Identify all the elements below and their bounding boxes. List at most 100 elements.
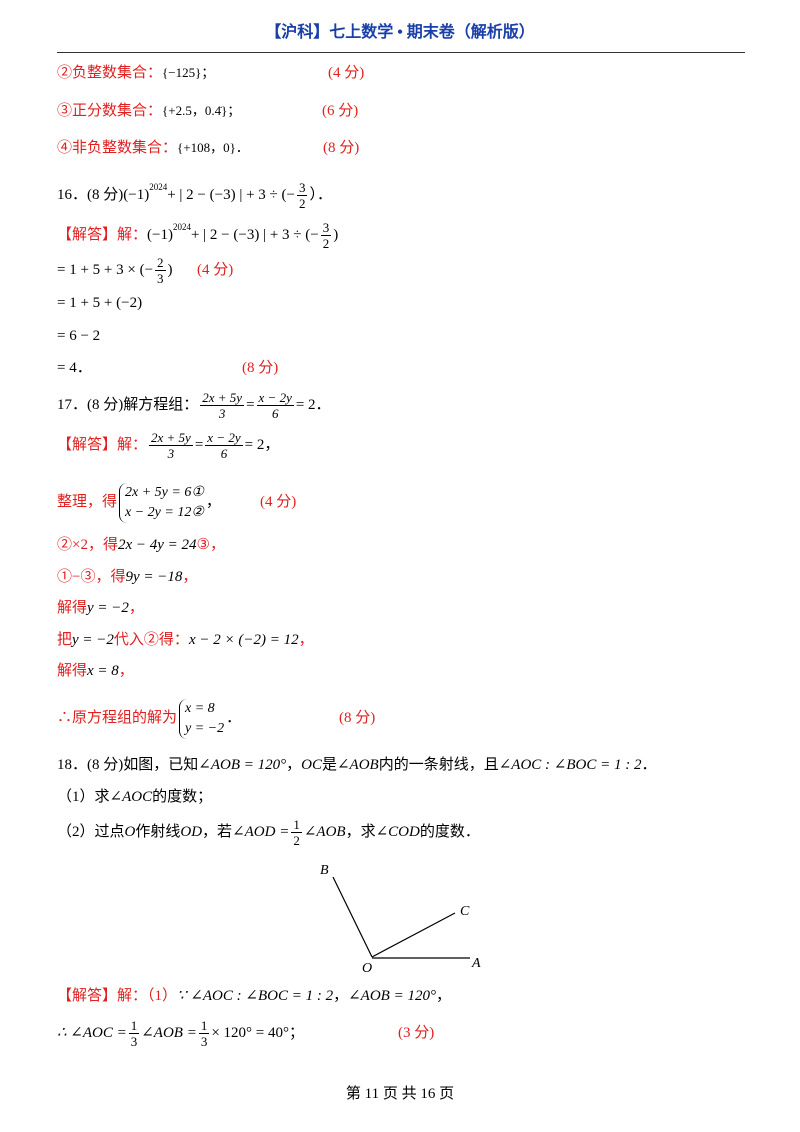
- text-run: (−1): [123, 187, 150, 203]
- text-run: ，: [118, 663, 134, 679]
- fraction: x − 2y 6: [256, 390, 294, 421]
- equation-system: x = 8 y = −2: [179, 698, 225, 739]
- text-run: x = 8: [185, 700, 215, 716]
- text-run: ，: [333, 988, 349, 1004]
- text-run: ，: [205, 494, 221, 510]
- text-run: (8 分): [242, 360, 279, 376]
- text-run: (4 分): [260, 494, 297, 510]
- text-run: ): [333, 227, 339, 243]
- text-run: ；: [289, 1025, 305, 1041]
- text-run: 的度数；: [152, 789, 213, 805]
- text-run: OD: [180, 824, 203, 840]
- text-run: 的度数．: [419, 824, 480, 840]
- fraction: 2x + 5y 3: [149, 430, 193, 461]
- text-run: 1: [128, 1018, 140, 1035]
- text-run: ∠AOC: [109, 789, 153, 805]
- text-run: ∵ ∠AOC : ∠BOC = 1 : 2: [177, 988, 334, 1004]
- text-run: = 1 + 5 + (−2): [57, 295, 143, 311]
- text-run: 3: [218, 406, 226, 422]
- text-run: (3 分): [398, 1025, 435, 1041]
- text-run: O: [124, 824, 136, 840]
- line: 【解答】解： 2x + 5y 3 = x − 2y 6 = 2，: [57, 430, 747, 461]
- point-label: C: [460, 904, 470, 919]
- line: = 1 + 5 + 3 × (− 2 3) (4 分): [57, 255, 747, 286]
- line: 【解答】解：（1）∵ ∠AOC : ∠BOC = 1 : 2，∠AOB = 12…: [57, 981, 747, 1011]
- text-run: 18．(8 分)如图，已知: [57, 757, 199, 773]
- text-run: (6 分): [322, 103, 359, 119]
- text-run: × 120° = 40°: [211, 1025, 290, 1041]
- text-run: x = 8: [87, 663, 119, 679]
- text-run: ∴原方程组的解为: [57, 710, 178, 726]
- text-run: 2: [298, 196, 306, 212]
- line: ②负整数集合：{−125}； (4 分): [57, 58, 747, 88]
- footer: 第 11 页 共 16 页: [345, 1086, 455, 1102]
- text-run: x − 2y: [205, 430, 243, 447]
- text-run: y = −2: [87, 600, 129, 616]
- point-label: A: [471, 956, 481, 971]
- text-run: {+108，0}．: [177, 140, 249, 155]
- text-run: ∠AOB: [336, 757, 379, 773]
- fraction: 2x + 5y 3: [200, 390, 245, 422]
- equation-system: 2x + 5y = 6① x − 2y = 12②: [119, 482, 204, 523]
- line: 整理，得 2x + 5y = 6① x − 2y = 12②， (4 分): [57, 482, 747, 523]
- text-run: 2024: [149, 182, 168, 192]
- text-run: ①−③，得: [57, 569, 126, 585]
- text-run: ③，: [196, 537, 225, 553]
- text-run: x − 2 × (−2) = 12: [188, 632, 299, 648]
- text-run: ∴ ∠AOC =: [57, 1025, 127, 1041]
- text-run: 内的一条射线，且: [378, 757, 499, 773]
- text-run: 2: [322, 236, 330, 252]
- line: ∴原方程组的解为 x = 8 y = −2 ． (8 分): [57, 698, 747, 739]
- text-run: 2: [293, 833, 300, 849]
- point-label: B: [320, 863, 329, 878]
- text-run: = 4．: [57, 360, 92, 376]
- text-run: 解得: [57, 663, 88, 679]
- line: = 4． (8 分): [57, 353, 747, 383]
- text-run: ∠COD: [375, 824, 420, 840]
- text-run: 16．(8 分): [57, 187, 124, 203]
- text-run: {+2.5，0.4̇}；: [162, 103, 241, 118]
- text-run: ∠AOB = 120°: [198, 757, 287, 773]
- text-run: 2x − 4y = 24: [117, 537, 197, 553]
- text-run: 17．(8 分)解方程组：: [57, 397, 199, 413]
- ray-ob: [332, 876, 373, 958]
- line: （1）求∠AOC的度数；: [57, 782, 747, 812]
- text-run: （1）: [147, 988, 178, 1004]
- text-run: 是: [321, 757, 337, 773]
- line: ①−③，得9y = −18，: [57, 562, 747, 592]
- text-run: ②×2，得: [57, 537, 118, 553]
- text-run: (4 分): [328, 65, 365, 81]
- text-run: ④非负整数集合：: [57, 140, 178, 156]
- text-run: ∠AOB = 120°: [348, 988, 436, 1004]
- text-run: =: [194, 437, 204, 453]
- text-run: 2024: [172, 222, 191, 232]
- text-run: 解得: [57, 600, 88, 616]
- text-run: 把: [57, 632, 73, 648]
- line: 16．(8 分)(−1)2024+ | 2 − (−3) | + 3 ÷ (− 3…: [57, 172, 747, 211]
- text-run: 2x + 5y = 6①: [125, 484, 204, 500]
- text-run: ．: [641, 757, 657, 773]
- text-run: ∠AOD =: [232, 824, 290, 840]
- text-run: ∠AOC : ∠BOC = 1 : 2: [498, 757, 642, 773]
- text-run: ，: [128, 600, 144, 616]
- text-run: 2: [155, 255, 166, 272]
- text-run: 【解答】解：: [57, 988, 148, 1004]
- line: ④非负整数集合：{+108，0}． (8 分): [57, 133, 747, 163]
- text-run: (−1): [147, 227, 173, 243]
- text-run: ，: [298, 632, 314, 648]
- text-run: ，: [286, 757, 302, 773]
- text-run: y = −2: [185, 720, 225, 736]
- text-run: ): [167, 262, 173, 278]
- figure: B C O A: [320, 863, 481, 976]
- text-run: 3: [130, 1034, 138, 1050]
- line: 【解答】解：(−1)2024+ | 2 − (−3) | + 3 ÷ (− 3 2): [57, 212, 747, 251]
- text-run: (8 分): [323, 140, 360, 156]
- line: ③正分数集合：{+2.5，0.4̇}； (6 分): [57, 96, 747, 126]
- text-run: 3: [167, 446, 175, 462]
- fraction: x − 2y 6: [205, 430, 243, 461]
- line: = 6 − 2: [57, 321, 747, 351]
